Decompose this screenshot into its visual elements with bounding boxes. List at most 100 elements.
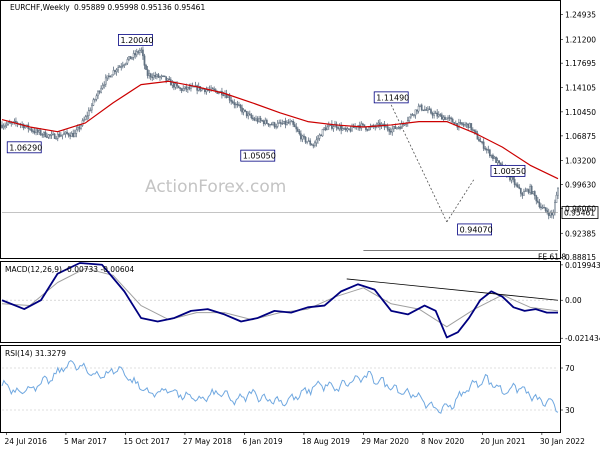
candle-body (111, 74, 113, 78)
candle-body (332, 126, 335, 129)
candle-body (22, 124, 25, 129)
candle-body (397, 127, 400, 129)
candle-body (540, 206, 542, 208)
candle-body (403, 124, 406, 126)
annotation-box (457, 223, 493, 236)
candle-body (231, 101, 234, 104)
candle-body (323, 127, 325, 130)
candle-body (128, 56, 130, 60)
price-tick-label: 0.88815 (565, 253, 596, 262)
candle-body (44, 131, 47, 138)
candle-body (60, 135, 62, 137)
candle-body (112, 70, 115, 76)
macd-signal-line (1, 267, 559, 328)
candle-body (495, 157, 497, 163)
candle-body (250, 114, 253, 119)
candle-body (484, 148, 487, 150)
candle-body (72, 133, 75, 138)
candle-body (129, 56, 132, 60)
candle-body (199, 86, 202, 91)
candle-body (137, 51, 140, 53)
candle-body (173, 82, 175, 88)
candle-body (200, 88, 203, 91)
candle-body (510, 177, 513, 181)
candle-body (312, 144, 315, 147)
candle-body (267, 123, 270, 126)
candle-body (422, 109, 425, 111)
candle-body (327, 125, 330, 128)
candle-body (1, 124, 3, 128)
candle-body (61, 134, 64, 136)
macd-trendline (346, 278, 559, 301)
annotation-box (6, 141, 42, 154)
candle-body (47, 134, 50, 138)
candle-body (213, 88, 216, 91)
candle-body (258, 117, 260, 122)
candle-body (464, 124, 466, 126)
candle-body (146, 69, 149, 76)
candle-body (159, 76, 161, 78)
candle-body (515, 184, 518, 186)
candle-body (549, 212, 552, 216)
price-tick-label: 1.24935 (565, 11, 596, 20)
candle-body (211, 87, 214, 90)
candle-body (523, 191, 525, 196)
candle-body (368, 127, 370, 131)
candle-body (492, 154, 494, 159)
candle-body (338, 125, 341, 129)
candle-body (296, 128, 299, 132)
candle-body (131, 57, 133, 60)
candle-body (140, 49, 143, 51)
candle-body (417, 106, 420, 112)
macd-title: MACD(12,26,9) -0.00733 -0.00604 (5, 265, 134, 274)
candle-body (210, 87, 212, 90)
candle-body (436, 112, 439, 117)
candle-body (366, 129, 369, 131)
rsi-layer (1, 360, 559, 414)
candle-body (41, 134, 44, 136)
axis-layer: 0.95461 1.24935 1.21200 1.17695 1.14105 1.104… (4, 11, 600, 446)
candle-body (275, 126, 277, 128)
price-tick-label: 1.17695 (565, 59, 596, 68)
candle-body (100, 87, 102, 93)
x-tick-label: 27 May 2018 (183, 437, 232, 446)
x-tick-label: 8 Nov 2020 (421, 437, 464, 446)
candle-body (476, 133, 479, 140)
candle-body (241, 107, 243, 113)
candle-body (526, 189, 528, 192)
candle-body (180, 88, 183, 91)
candle-body (343, 127, 346, 130)
trendline (446, 178, 475, 223)
candle-body (83, 119, 85, 121)
candle-body (479, 140, 482, 143)
candle-body (307, 140, 310, 142)
annotation-label: 0.94070 (460, 225, 493, 234)
candle-body (269, 124, 271, 126)
candle-body (270, 124, 273, 126)
candle-body (103, 84, 106, 86)
watermark: ActionForex.com (145, 177, 286, 197)
candle-body (4, 125, 6, 127)
candle-body (489, 149, 491, 157)
candle-body (521, 193, 524, 196)
candle-body (498, 160, 500, 164)
candle-body (145, 65, 147, 70)
candle-body (185, 86, 188, 90)
candle-body (149, 73, 152, 78)
candle-body (382, 123, 384, 126)
candle-body (321, 129, 324, 137)
candle-body (444, 116, 446, 120)
candle-body (114, 70, 116, 72)
candle-body (365, 126, 367, 130)
candle-body (396, 127, 398, 129)
macd-tick-label: 0.019943 (565, 261, 600, 270)
candle-body (104, 77, 107, 85)
candle-body (471, 129, 474, 131)
rsi-tick-label: 30 (565, 406, 575, 415)
candle-body (287, 121, 290, 124)
candle-body (439, 114, 442, 116)
candle-body (39, 130, 42, 135)
candle-body (348, 128, 350, 130)
candle-body (451, 118, 454, 123)
